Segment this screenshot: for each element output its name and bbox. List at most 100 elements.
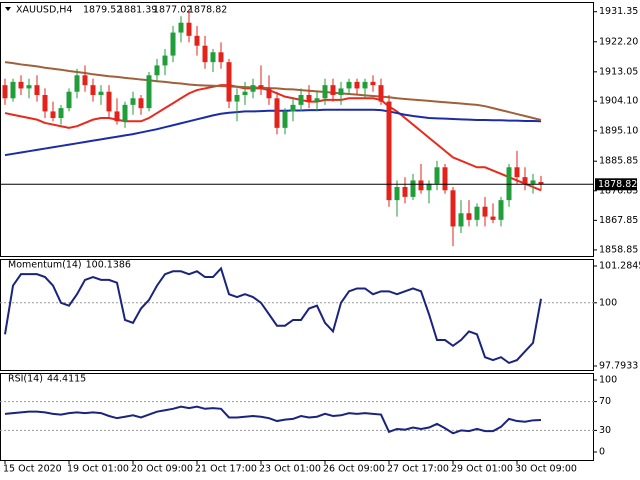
candle-body bbox=[482, 206, 488, 217]
candle-body bbox=[442, 167, 448, 191]
candle-body bbox=[178, 22, 184, 33]
candle-body bbox=[66, 91, 72, 109]
candle-body bbox=[210, 52, 216, 63]
candle-body bbox=[298, 95, 304, 105]
candle-body bbox=[194, 35, 200, 46]
candle-body bbox=[138, 98, 144, 109]
candle-body bbox=[490, 216, 496, 220]
moving-average bbox=[4, 61, 542, 121]
candle-body bbox=[106, 91, 112, 112]
candle-body bbox=[266, 88, 272, 99]
y-tick-label: 100 bbox=[599, 375, 617, 386]
candle-body bbox=[314, 98, 320, 102]
candle-body bbox=[2, 85, 8, 99]
candle-body bbox=[498, 200, 504, 220]
candle-body bbox=[82, 75, 88, 86]
candle-body bbox=[34, 85, 40, 95]
y-tick-label: 101.2845 bbox=[599, 261, 640, 272]
y-tick-label: 70 bbox=[599, 396, 611, 407]
current-price-box bbox=[595, 178, 637, 191]
candle-body bbox=[258, 85, 264, 89]
candle-body bbox=[18, 81, 24, 89]
candle-body bbox=[506, 167, 512, 201]
indicator-value: 100.1386 bbox=[86, 260, 131, 271]
x-tick-label: 27 Oct 17:00 bbox=[387, 464, 449, 475]
ohlc-open: 1879.52 bbox=[83, 5, 122, 16]
candle-body bbox=[370, 81, 376, 86]
candle-body bbox=[42, 95, 48, 112]
current-price-label: 1878.82 bbox=[598, 179, 637, 190]
y-tick-label: 1895.10 bbox=[599, 125, 638, 136]
candle-body bbox=[330, 85, 336, 95]
candle-body bbox=[306, 95, 312, 102]
candle-body bbox=[434, 167, 440, 184]
candle-body bbox=[530, 180, 536, 184]
candle-body bbox=[362, 81, 368, 89]
candle-body bbox=[226, 62, 232, 102]
x-tick-label: 15 Oct 2020 bbox=[3, 464, 62, 475]
candle-body bbox=[522, 177, 528, 184]
candle-body bbox=[450, 190, 456, 227]
candle-body bbox=[146, 75, 152, 109]
candle-body bbox=[458, 213, 464, 227]
y-tick-label: 1913.05 bbox=[599, 66, 638, 77]
candle-body bbox=[242, 91, 248, 95]
y-tick-label: 97.7933 bbox=[599, 361, 638, 372]
candle-body bbox=[410, 180, 416, 197]
candle-body bbox=[538, 182, 544, 185]
candle-body bbox=[58, 108, 64, 118]
candle-body bbox=[202, 45, 208, 63]
y-tick-label: 1876.85 bbox=[599, 185, 638, 196]
candle-body bbox=[114, 111, 120, 122]
ohlc-low: 1877.02 bbox=[153, 5, 192, 16]
candle-body bbox=[338, 88, 344, 95]
x-tick-label: 20 Oct 09:00 bbox=[131, 464, 193, 475]
x-tick-label: 29 Oct 01:00 bbox=[451, 464, 513, 475]
price-panel bbox=[0, 2, 594, 257]
indicator-line bbox=[4, 266, 542, 365]
candle-body bbox=[26, 85, 32, 89]
candle-body bbox=[122, 104, 128, 122]
y-tick-label: 1885.85 bbox=[599, 156, 638, 167]
candle-body bbox=[90, 85, 96, 95]
candle-body bbox=[402, 187, 408, 197]
y-tick-label: 0 bbox=[599, 447, 605, 458]
candle-body bbox=[466, 213, 472, 220]
y-tick-label: 1922.20 bbox=[599, 36, 638, 47]
ohlc-close: 1878.82 bbox=[188, 5, 227, 16]
chart-title: XAUUSD,H4 bbox=[16, 5, 72, 16]
candle-body bbox=[130, 98, 136, 105]
candle-body bbox=[98, 91, 104, 95]
candle-body bbox=[514, 167, 520, 178]
candle-body bbox=[378, 85, 384, 102]
candle-body bbox=[426, 183, 432, 191]
y-tick-label: 1867.85 bbox=[599, 215, 638, 226]
candle-body bbox=[154, 65, 160, 76]
candle-body bbox=[218, 52, 224, 63]
candle-body bbox=[386, 101, 392, 201]
x-tick-label: 23 Oct 01:00 bbox=[259, 464, 321, 475]
moving-average bbox=[4, 84, 542, 192]
x-tick-label: 19 Oct 01:00 bbox=[67, 464, 129, 475]
candle-body bbox=[274, 98, 280, 128]
candle-body bbox=[418, 180, 424, 191]
moving-average bbox=[4, 108, 542, 157]
candle-body bbox=[354, 81, 360, 89]
candle-body bbox=[10, 81, 16, 99]
indicator-name: RSI(14) bbox=[8, 374, 43, 385]
candle-body bbox=[474, 206, 480, 220]
y-tick-label: 100 bbox=[599, 297, 617, 308]
x-tick-label: 30 Oct 09:00 bbox=[515, 464, 577, 475]
x-tick-label: 21 Oct 17:00 bbox=[195, 464, 257, 475]
candle-body bbox=[50, 111, 56, 118]
indicator-name: Momentum(14) bbox=[8, 260, 82, 271]
y-tick-label: 30 bbox=[599, 425, 611, 436]
y-tick-label: 1858.85 bbox=[599, 244, 638, 255]
ohlc-high: 1881.39 bbox=[118, 5, 157, 16]
candle-body bbox=[186, 22, 192, 36]
indicator-value: 44.4115 bbox=[47, 374, 86, 385]
x-tick-label: 26 Oct 09:00 bbox=[323, 464, 385, 475]
candle-body bbox=[322, 85, 328, 99]
candle-body bbox=[234, 95, 240, 102]
